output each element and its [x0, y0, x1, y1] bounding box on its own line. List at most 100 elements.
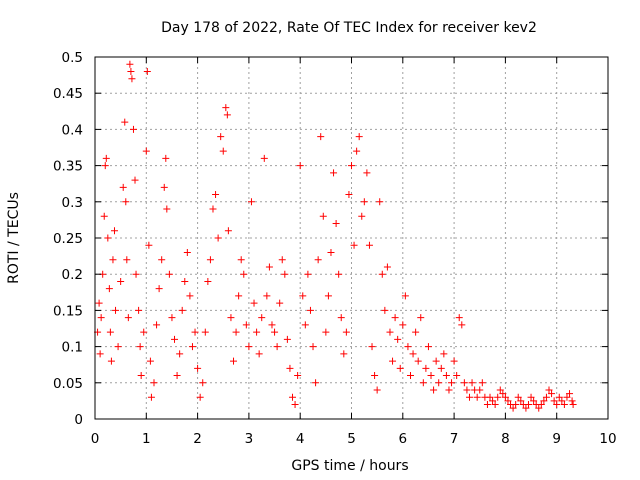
data-point	[188, 343, 196, 351]
data-point	[209, 205, 217, 213]
data-point	[548, 390, 556, 398]
x-tick-label: 7	[450, 431, 459, 447]
data-point	[437, 364, 445, 372]
data-point	[132, 270, 140, 278]
data-point	[391, 314, 399, 322]
y-axis-label: ROTI / TECUs	[6, 192, 22, 284]
data-point	[337, 314, 345, 322]
data-point	[489, 397, 497, 405]
data-point	[427, 372, 435, 380]
data-point	[504, 397, 512, 405]
data-point	[227, 314, 235, 322]
data-point	[373, 386, 381, 394]
data-point	[314, 256, 322, 264]
data-point	[512, 401, 520, 409]
x-tick-label: 6	[399, 431, 408, 447]
data-point	[417, 314, 425, 322]
data-point	[250, 299, 258, 307]
data-point	[145, 241, 153, 249]
data-point	[97, 314, 105, 322]
data-point	[501, 393, 509, 401]
data-point	[306, 306, 314, 314]
data-point	[566, 390, 574, 398]
data-point	[568, 397, 576, 405]
data-point	[499, 390, 507, 398]
data-point	[96, 350, 104, 358]
data-point	[214, 234, 222, 242]
data-point	[555, 393, 563, 401]
data-point	[524, 401, 532, 409]
data-point	[550, 397, 558, 405]
data-point	[178, 306, 186, 314]
data-point	[335, 270, 343, 278]
data-point	[401, 292, 409, 300]
data-point	[255, 350, 263, 358]
data-point	[265, 263, 273, 271]
data-point	[102, 154, 110, 162]
data-point	[100, 212, 108, 220]
data-point	[560, 401, 568, 409]
data-point	[101, 162, 109, 170]
data-point	[491, 401, 499, 409]
data-point	[468, 379, 476, 387]
data-point	[509, 404, 517, 412]
data-point	[173, 372, 181, 380]
data-points	[94, 60, 577, 412]
data-point	[219, 147, 227, 155]
data-point	[458, 321, 466, 329]
data-point	[230, 357, 238, 365]
data-point	[345, 191, 353, 199]
data-point	[224, 227, 232, 235]
data-point	[412, 328, 420, 336]
data-point	[399, 321, 407, 329]
data-point	[237, 256, 245, 264]
data-point	[389, 357, 397, 365]
data-point	[199, 379, 207, 387]
data-point	[194, 364, 202, 372]
data-point	[409, 350, 417, 358]
data-point	[478, 379, 486, 387]
data-point	[535, 404, 543, 412]
data-point	[312, 379, 320, 387]
data-point	[119, 183, 127, 191]
data-point	[355, 133, 363, 141]
axis-ticks: 0 1 2 3 4 5 6 7 8 9 10 0 0.05 0.1 0.15 0.2 0.25 0.3 0.35 0.…	[53, 50, 617, 447]
data-point	[322, 328, 330, 336]
data-point	[129, 125, 137, 133]
data-point	[232, 328, 240, 336]
data-point	[371, 372, 379, 380]
data-point	[353, 147, 361, 155]
data-point	[147, 393, 155, 401]
y-tick-label: 0.15	[53, 303, 83, 319]
data-point	[95, 299, 103, 307]
data-point	[212, 191, 220, 199]
data-point	[235, 292, 243, 300]
data-point	[263, 292, 271, 300]
y-tick-label: 0.05	[53, 376, 83, 392]
data-point	[158, 256, 166, 264]
data-point	[131, 176, 139, 184]
x-tick-label: 10	[599, 431, 616, 447]
data-point	[104, 234, 112, 242]
data-point	[146, 357, 154, 365]
grid-lines	[95, 57, 608, 419]
data-point	[537, 401, 545, 409]
data-point	[342, 328, 350, 336]
data-point	[350, 241, 358, 249]
data-point	[289, 393, 297, 401]
data-point	[348, 162, 355, 170]
data-point	[165, 270, 173, 278]
data-point	[476, 386, 484, 394]
data-point	[181, 277, 189, 285]
data-point	[245, 343, 253, 351]
data-point	[440, 350, 448, 358]
y-tick-label: 0.45	[53, 86, 83, 102]
data-point	[122, 198, 130, 206]
data-point	[160, 183, 168, 191]
data-point	[435, 379, 443, 387]
data-point	[340, 350, 348, 358]
y-tick-label: 0	[74, 412, 83, 428]
data-point	[378, 270, 386, 278]
data-point	[112, 306, 120, 314]
